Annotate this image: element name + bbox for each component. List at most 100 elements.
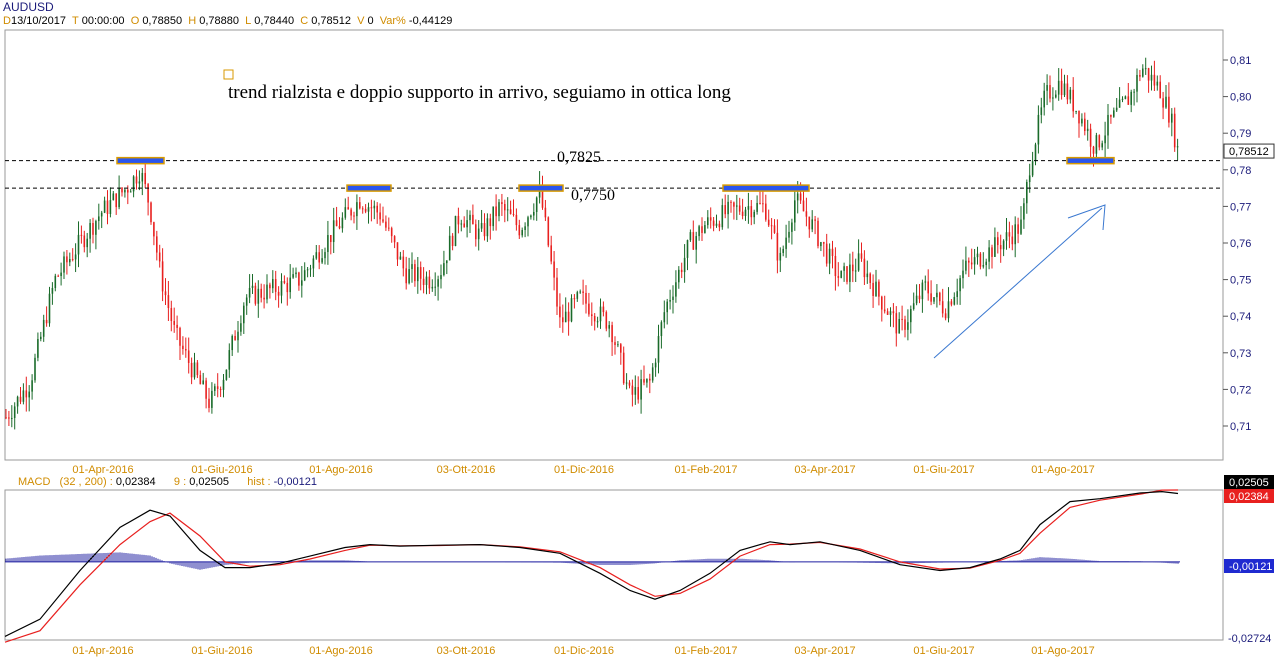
candle-body	[840, 270, 842, 278]
candle-body	[121, 187, 123, 193]
candle-body	[341, 217, 344, 229]
candle-body	[1176, 146, 1179, 148]
candle-body	[153, 222, 155, 237]
candle-body	[530, 215, 532, 218]
candle-body	[950, 301, 953, 305]
candle-body	[524, 226, 526, 230]
candle-body	[1115, 107, 1118, 111]
candle-body	[289, 277, 291, 293]
support-levels	[5, 156, 1223, 192]
candle-body	[419, 267, 422, 279]
candle-body	[359, 202, 361, 209]
candle-body	[376, 205, 378, 213]
candle-body	[823, 242, 825, 244]
candle-body	[686, 240, 689, 258]
candle-body	[48, 293, 51, 324]
candle-body	[646, 378, 648, 383]
candle-body	[5, 417, 7, 419]
candle-body	[1121, 98, 1124, 100]
candle-body	[219, 388, 222, 390]
price-x-tick-label: 01-Ago-2016	[309, 464, 373, 476]
candle-body	[106, 200, 109, 214]
candle-body	[770, 225, 773, 227]
field-key-var: Var%	[379, 15, 406, 27]
candle-body	[434, 286, 436, 288]
candle-body	[231, 335, 233, 351]
candle-body	[417, 267, 419, 282]
candle-body	[71, 259, 74, 261]
price-tick-label: 0,81	[1230, 55, 1251, 67]
candle-body	[193, 362, 196, 378]
macd-x-tick-label: 01-Ago-2017	[1031, 645, 1095, 657]
candle-body	[602, 306, 605, 313]
candle-body	[318, 252, 320, 263]
candle-body	[254, 285, 257, 304]
candle-body	[124, 189, 126, 193]
candle-body	[115, 193, 117, 208]
candle-body	[727, 201, 729, 215]
candle-body	[779, 252, 782, 261]
candle-body	[472, 214, 474, 225]
candle-body	[715, 223, 718, 226]
macd-legend-part: hist :	[229, 476, 274, 488]
symbol-label: AUDUSD	[3, 0, 54, 14]
signal-line	[4, 489, 1179, 643]
field-value-volume: 0	[367, 15, 374, 27]
macd-line	[4, 490, 1179, 637]
price-tick-label: 0,72	[1230, 384, 1251, 396]
candle-body	[103, 200, 106, 213]
candle-body	[1008, 232, 1011, 237]
candle-body	[965, 260, 967, 271]
candle-body	[202, 380, 204, 385]
support-label-lower: 0,7750	[571, 187, 615, 204]
candle-body	[22, 390, 25, 402]
candle-body	[443, 263, 445, 276]
candle-body	[1031, 161, 1034, 176]
support-label-upper: 0,7825	[557, 149, 601, 166]
candle-body	[272, 279, 274, 289]
candle-body	[335, 220, 338, 227]
candle-body	[744, 209, 747, 217]
candle-body	[596, 321, 599, 323]
candle-body	[25, 390, 28, 398]
candle-body	[411, 264, 413, 270]
candle-body	[1159, 81, 1161, 99]
candle-body	[1023, 203, 1025, 220]
candle-body	[959, 278, 961, 292]
candle-body	[379, 212, 381, 220]
candle-body	[428, 276, 431, 289]
candle-body	[918, 295, 921, 300]
candle-body	[74, 254, 77, 260]
candle-body	[562, 317, 564, 323]
candle-body	[501, 202, 503, 205]
candle-body	[1130, 91, 1132, 105]
candle-body	[683, 257, 686, 273]
candle-body	[1052, 97, 1054, 99]
candle-body	[733, 202, 735, 207]
candle-body	[759, 202, 761, 204]
candle-body	[622, 352, 625, 384]
candle-body	[216, 386, 219, 389]
field-key-time: T	[71, 15, 79, 27]
candle-body	[504, 204, 506, 211]
candle-body	[898, 318, 900, 334]
candle-body	[654, 362, 657, 368]
candle-body	[814, 219, 816, 221]
candle-body	[1168, 96, 1170, 123]
candle-body	[57, 275, 59, 277]
candle-body	[1060, 80, 1063, 96]
candle-body	[962, 270, 964, 279]
price-panel[interactable]	[4, 29, 1224, 461]
candle-body	[620, 344, 622, 353]
candle-body	[228, 350, 231, 370]
candle-body	[828, 248, 831, 264]
candle-body	[1173, 113, 1176, 148]
candle-body	[388, 227, 390, 229]
candle-body	[498, 202, 500, 217]
candle-body	[1142, 68, 1144, 77]
candle-body	[324, 252, 326, 259]
candle-body	[330, 235, 332, 243]
candle-body	[86, 238, 88, 248]
candle-body	[794, 200, 796, 223]
candle-body	[457, 215, 460, 225]
